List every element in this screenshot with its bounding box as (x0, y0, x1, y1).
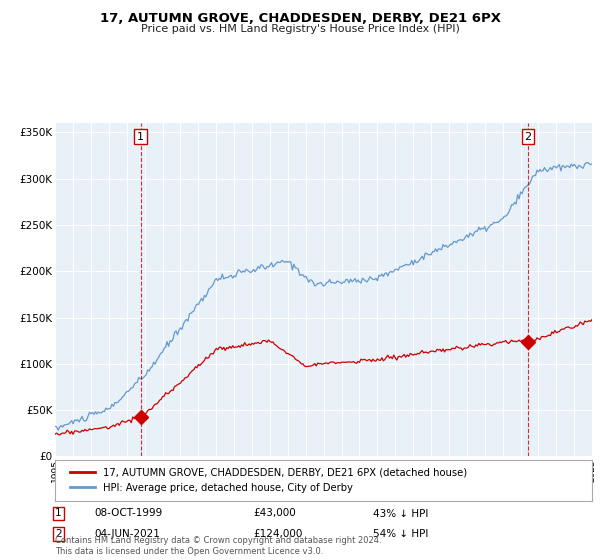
Text: 43% ↓ HPI: 43% ↓ HPI (373, 508, 428, 519)
Legend: 17, AUTUMN GROVE, CHADDESDEN, DERBY, DE21 6PX (detached house), HPI: Average pri: 17, AUTUMN GROVE, CHADDESDEN, DERBY, DE2… (65, 464, 470, 497)
Text: £43,000: £43,000 (253, 508, 296, 519)
Text: 2: 2 (524, 132, 532, 142)
Text: 04-JUN-2021: 04-JUN-2021 (94, 529, 160, 539)
Text: 54% ↓ HPI: 54% ↓ HPI (373, 529, 428, 539)
Text: 1: 1 (55, 508, 62, 519)
Text: Price paid vs. HM Land Registry's House Price Index (HPI): Price paid vs. HM Land Registry's House … (140, 24, 460, 34)
Text: 08-OCT-1999: 08-OCT-1999 (94, 508, 163, 519)
Text: 17, AUTUMN GROVE, CHADDESDEN, DERBY, DE21 6PX: 17, AUTUMN GROVE, CHADDESDEN, DERBY, DE2… (100, 12, 500, 25)
Text: £124,000: £124,000 (253, 529, 302, 539)
Text: 2: 2 (55, 529, 62, 539)
Text: Contains HM Land Registry data © Crown copyright and database right 2024.
This d: Contains HM Land Registry data © Crown c… (55, 536, 382, 556)
Text: 1: 1 (137, 132, 144, 142)
